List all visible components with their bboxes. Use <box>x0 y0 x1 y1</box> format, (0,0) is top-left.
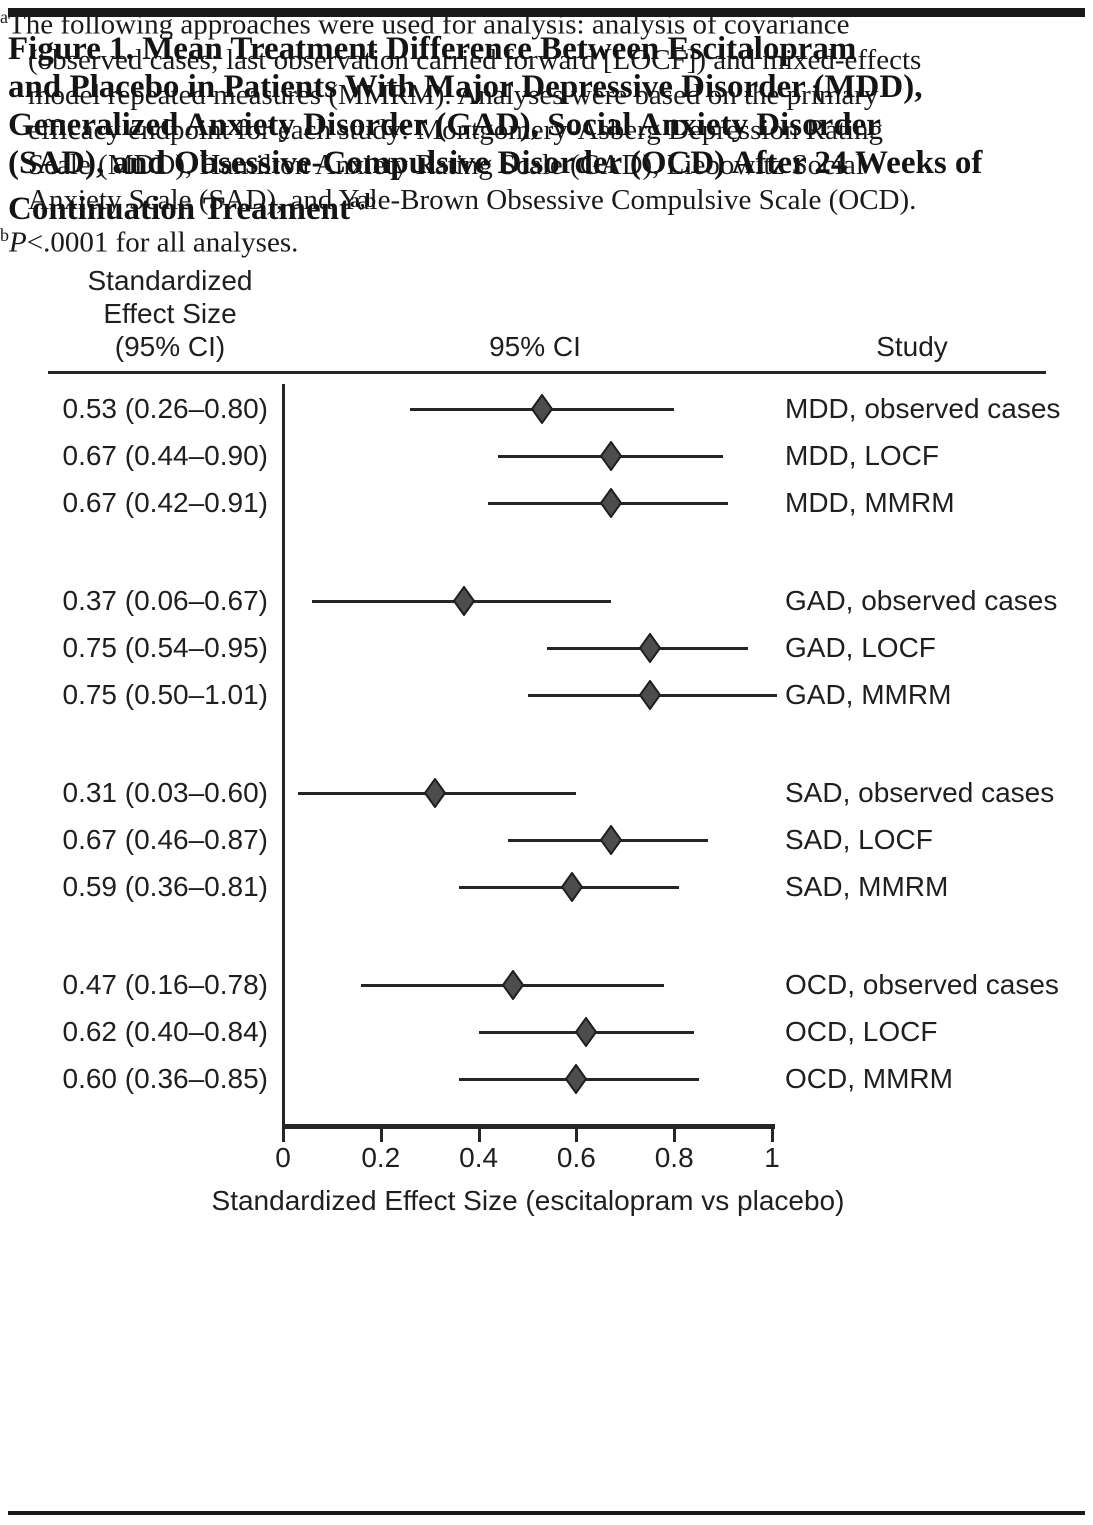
row-value-label: 0.37 (0.06–0.67) <box>62 585 269 616</box>
row-value-label: 0.67 (0.46–0.87) <box>62 824 269 855</box>
effect-diamond-icon <box>599 441 622 471</box>
figure-title-superscript: a,b <box>349 190 377 212</box>
bottom-rule <box>8 1511 1085 1515</box>
effect-diamond-icon <box>560 872 583 902</box>
effect-diamond-icon <box>599 488 622 518</box>
x-tick <box>771 1129 774 1142</box>
footnote-b-text: <.0001 for all analyses. <box>26 226 299 259</box>
effect-diamond-icon <box>531 394 554 424</box>
column-header-study: Study <box>876 331 948 362</box>
top-rule <box>8 8 1085 17</box>
figure-title-line: (SAD), and Obsessive-Compulsive Disorder… <box>8 145 983 181</box>
x-tick-label: 1 <box>764 1142 780 1173</box>
x-axis <box>282 1124 775 1129</box>
study-label: MDD, observed cases <box>785 393 1061 424</box>
x-tick <box>282 1129 285 1142</box>
effect-diamond-icon <box>452 586 475 616</box>
row-value-label: 0.67 (0.44–0.90) <box>62 440 269 471</box>
x-tick <box>575 1129 579 1142</box>
x-tick-label: 0.2 <box>361 1142 401 1173</box>
figure-title-line: and Placebo in Patients With Major Depre… <box>8 69 923 105</box>
effect-diamond-icon <box>599 825 622 855</box>
row-value-label: 0.53 (0.26–0.80) <box>62 393 269 424</box>
effect-diamond-icon <box>565 1064 588 1094</box>
row-value-label: 0.62 (0.40–0.84) <box>62 1016 269 1047</box>
header-rule <box>48 371 1046 374</box>
row-value-label: 0.31 (0.03–0.60) <box>62 777 269 808</box>
figure-title-last-line: Continuation Treatment <box>8 191 350 227</box>
x-tick-label: 0.4 <box>459 1142 499 1173</box>
study-label: MDD, LOCF <box>785 440 939 471</box>
footnote-a-line: Scale (MDD), Hamilton Anxiety Rating Sca… <box>28 148 864 181</box>
x-tick <box>673 1129 677 1142</box>
column-header-line: Standardized <box>87 265 253 296</box>
figure-title: Figure 1. Mean Treatment Difference Betw… <box>8 30 1086 228</box>
effect-diamond-icon <box>501 970 524 1000</box>
row-value-label: 0.75 (0.50–1.01) <box>62 679 269 710</box>
x-tick-label: 0 <box>275 1142 291 1173</box>
footnote-a-marker: a <box>0 7 8 27</box>
row-value-label: 0.59 (0.36–0.81) <box>62 871 269 902</box>
column-header-ci: 95% CI <box>489 331 581 362</box>
figure-title-line: Continuation Treatmenta,b <box>8 182 1086 228</box>
study-label: GAD, MMRM <box>785 679 952 710</box>
study-label: OCD, observed cases <box>785 969 1059 1000</box>
effect-diamond-icon <box>638 633 661 663</box>
footnote-a-line: Anxiety Scale (SAD), and Yale-Brown Obse… <box>28 183 917 216</box>
footnote-a-line: model repeated measures (MMRM). Analyses… <box>28 78 879 111</box>
x-tick-label: 0.6 <box>556 1142 596 1173</box>
study-label: OCD, LOCF <box>785 1016 938 1047</box>
footnote-b-line: bP<.0001 for all analyses. <box>0 218 1075 261</box>
study-label: GAD, LOCF <box>785 632 936 663</box>
effect-diamond-icon <box>638 680 661 710</box>
figure-title-line: Generalized Anxiety Disorder (GAD), Soci… <box>8 107 881 143</box>
study-label: SAD, MMRM <box>785 871 949 902</box>
x-tick <box>477 1129 481 1142</box>
row-value-label: 0.47 (0.16–0.78) <box>62 969 269 1000</box>
footnote-b-marker: b <box>0 224 9 245</box>
x-tick-label: 0.8 <box>654 1142 694 1173</box>
study-label: SAD, LOCF <box>785 824 933 855</box>
column-header-line: Effect Size <box>103 298 237 329</box>
row-value-label: 0.75 (0.54–0.95) <box>62 632 269 663</box>
effect-diamond-icon <box>423 778 446 808</box>
figure-title-line: Figure 1. Mean Treatment Difference Betw… <box>8 31 857 67</box>
footnote-b-p: P <box>9 226 27 259</box>
x-axis-title: Standardized Effect Size (escitalopram v… <box>211 1185 845 1216</box>
effect-diamond-icon <box>575 1017 598 1047</box>
footnote-a-line: (observed cases; last observation carrie… <box>28 43 922 76</box>
study-label: MDD, MMRM <box>785 487 955 518</box>
study-label: GAD, observed cases <box>785 585 1058 616</box>
x-tick <box>379 1129 383 1142</box>
y-axis-line <box>282 384 285 1128</box>
row-value-label: 0.67 (0.42–0.91) <box>62 487 269 518</box>
column-header-line: (95% CI) <box>114 331 226 362</box>
footnote-a-line: efficacy endpoint for each study: Montgo… <box>28 113 884 146</box>
study-label: OCD, MMRM <box>785 1063 953 1094</box>
row-value-label: 0.60 (0.36–0.85) <box>62 1063 269 1094</box>
study-label: SAD, observed cases <box>785 777 1055 808</box>
column-header-effect-size: Standardized Effect Size (95% CI) <box>55 264 285 363</box>
